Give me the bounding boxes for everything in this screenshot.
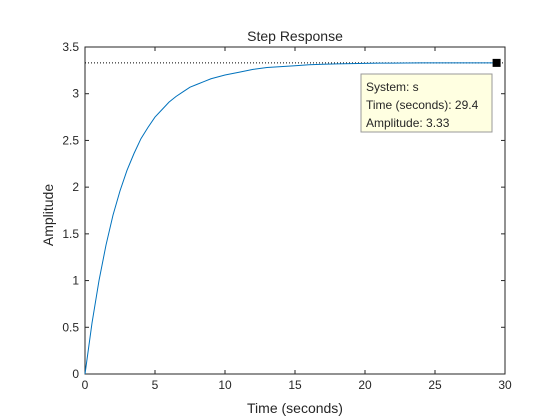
y-tick-label: 3.5 <box>62 40 79 54</box>
y-tick-label: 1.5 <box>62 227 79 241</box>
x-tick-label: 15 <box>288 378 302 392</box>
datatip-line: Time (seconds): 29.4 <box>366 98 479 112</box>
y-tick-label: 3 <box>72 87 79 101</box>
x-tick-label: 30 <box>498 378 512 392</box>
y-tick-labels: 0 0.5 1 1.5 2 2.5 3 3.5 <box>62 40 79 381</box>
y-tick-label: 2.5 <box>62 133 79 147</box>
y-tick-label: 2 <box>72 180 79 194</box>
datatip-layer[interactable]: System: s Time (seconds): 29.4 Amplitude: … <box>360 58 501 133</box>
datatip-marker[interactable] <box>492 58 501 67</box>
y-tick-label: 1 <box>72 274 79 288</box>
chart-title: Step Response <box>247 28 343 44</box>
x-tick-labels: 0 5 10 15 20 25 30 <box>82 378 512 392</box>
x-tick-label: 10 <box>218 378 232 392</box>
x-tick-label: 20 <box>358 378 372 392</box>
datatip-line: Amplitude: 3.33 <box>366 116 450 130</box>
y-tick-label: 0.5 <box>62 320 79 334</box>
y-tick-label: 0 <box>72 367 79 381</box>
series-layer <box>84 62 505 375</box>
x-tick-label: 5 <box>152 378 159 392</box>
x-tick-label: 25 <box>428 378 442 392</box>
x-axis-label: Time (seconds) <box>247 400 343 416</box>
y-axis-label: Amplitude <box>40 184 56 246</box>
tick-marks <box>84 46 506 375</box>
step-response-line <box>84 62 497 375</box>
datatip-line: System: s <box>366 80 419 94</box>
x-tick-label: 0 <box>82 378 89 392</box>
datatip-box <box>360 73 493 133</box>
